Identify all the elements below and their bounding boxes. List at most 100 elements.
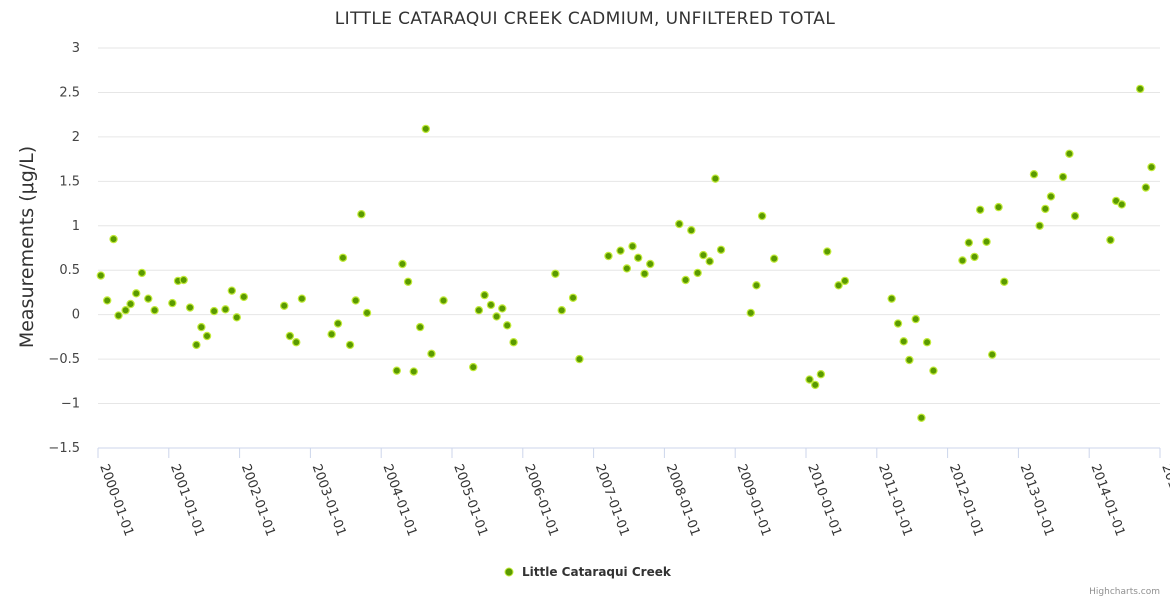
data-point[interactable] [929, 366, 938, 375]
data-point[interactable] [109, 234, 118, 244]
data-point[interactable] [209, 306, 219, 316]
data-point[interactable] [1046, 192, 1056, 201]
data-point[interactable] [628, 242, 637, 251]
data-point[interactable] [96, 271, 106, 280]
data-point[interactable] [958, 256, 967, 265]
data-point[interactable] [1141, 183, 1151, 192]
data-point[interactable] [1106, 235, 1115, 245]
data-point[interactable] [280, 301, 289, 310]
data-point[interactable] [752, 281, 761, 290]
data-point[interactable] [805, 375, 814, 384]
legend[interactable]: Little Cataraqui Creek [504, 565, 672, 579]
data-point[interactable] [816, 370, 826, 379]
data-point[interactable] [604, 251, 613, 261]
data-point[interactable] [144, 294, 153, 303]
data-point[interactable] [922, 338, 932, 347]
data-point[interactable] [551, 269, 560, 278]
data-point[interactable] [823, 247, 832, 256]
data-point[interactable] [239, 292, 249, 302]
data-point[interactable] [392, 366, 401, 375]
data-point[interactable] [297, 294, 307, 303]
data-point[interactable] [1000, 277, 1009, 286]
data-point[interactable] [687, 226, 696, 235]
data-point[interactable] [503, 321, 512, 330]
data-point[interactable] [403, 277, 413, 286]
data-point[interactable] [150, 306, 159, 315]
data-point[interactable] [474, 306, 484, 315]
data-point[interactable] [192, 340, 201, 350]
data-point[interactable] [498, 304, 507, 313]
data-point[interactable] [415, 322, 425, 332]
data-point[interactable] [964, 238, 974, 247]
data-point[interactable] [811, 380, 820, 390]
data-point[interactable] [351, 296, 360, 305]
data-point[interactable] [232, 313, 241, 322]
data-point[interactable] [575, 354, 584, 364]
data-point[interactable] [568, 293, 578, 302]
data-point[interactable] [114, 311, 123, 320]
data-point[interactable] [640, 269, 649, 278]
data-point[interactable] [439, 296, 448, 305]
data-point[interactable] [327, 330, 336, 339]
data-point[interactable] [887, 294, 896, 303]
data-point[interactable] [137, 268, 147, 278]
data-point[interactable] [126, 299, 135, 309]
data-point[interactable] [970, 252, 979, 262]
data-point[interactable] [103, 296, 112, 305]
data-point[interactable] [899, 337, 908, 346]
data-point[interactable] [716, 245, 726, 254]
data-point[interactable] [409, 367, 418, 376]
data-point[interactable] [333, 319, 343, 328]
data-point[interactable] [917, 413, 926, 422]
data-point[interactable] [185, 303, 195, 312]
data-point[interactable] [202, 331, 212, 341]
data-point[interactable] [121, 306, 130, 315]
data-point[interactable] [132, 289, 141, 298]
data-point[interactable] [982, 237, 991, 246]
data-point[interactable] [221, 305, 230, 314]
data-point[interactable] [1065, 149, 1074, 158]
data-point[interactable] [1070, 211, 1080, 221]
data-point[interactable] [757, 211, 767, 221]
data-point[interactable] [705, 257, 714, 266]
data-point[interactable] [427, 349, 436, 358]
data-point[interactable] [1041, 204, 1050, 214]
data-point[interactable] [1147, 162, 1156, 172]
credits-link[interactable]: Highcharts.com [1089, 587, 1160, 597]
data-point[interactable] [557, 306, 566, 315]
data-point[interactable] [646, 259, 655, 269]
data-point[interactable] [227, 286, 237, 295]
data-point[interactable] [197, 322, 206, 332]
data-point[interactable] [834, 281, 843, 290]
data-point[interactable] [486, 300, 496, 310]
data-point[interactable] [492, 312, 501, 321]
data-point[interactable] [681, 275, 690, 285]
data-point[interactable] [693, 268, 702, 278]
data-point[interactable] [357, 210, 366, 219]
data-point[interactable] [480, 290, 489, 300]
data-point[interactable] [469, 362, 478, 372]
data-point[interactable] [509, 338, 518, 347]
data-point[interactable] [994, 202, 1003, 212]
data-point[interactable] [905, 355, 914, 365]
data-point[interactable] [292, 338, 301, 347]
data-point[interactable] [622, 264, 632, 273]
data-point[interactable] [1058, 172, 1068, 182]
data-point[interactable] [179, 275, 188, 285]
data-point[interactable] [911, 314, 920, 324]
data-point[interactable] [893, 319, 903, 328]
data-point[interactable] [362, 308, 372, 318]
data-point[interactable] [699, 250, 708, 260]
data-point[interactable] [168, 298, 177, 308]
data-point[interactable] [675, 219, 684, 229]
data-point[interactable] [711, 174, 720, 183]
data-point[interactable] [1035, 221, 1044, 230]
data-point[interactable] [421, 124, 431, 134]
data-point[interactable] [338, 253, 348, 262]
data-point[interactable] [769, 254, 779, 263]
data-point[interactable] [975, 205, 985, 214]
data-point[interactable] [345, 340, 355, 350]
data-point[interactable] [1117, 200, 1126, 209]
data-point[interactable] [840, 276, 850, 286]
data-point[interactable] [1135, 84, 1145, 94]
